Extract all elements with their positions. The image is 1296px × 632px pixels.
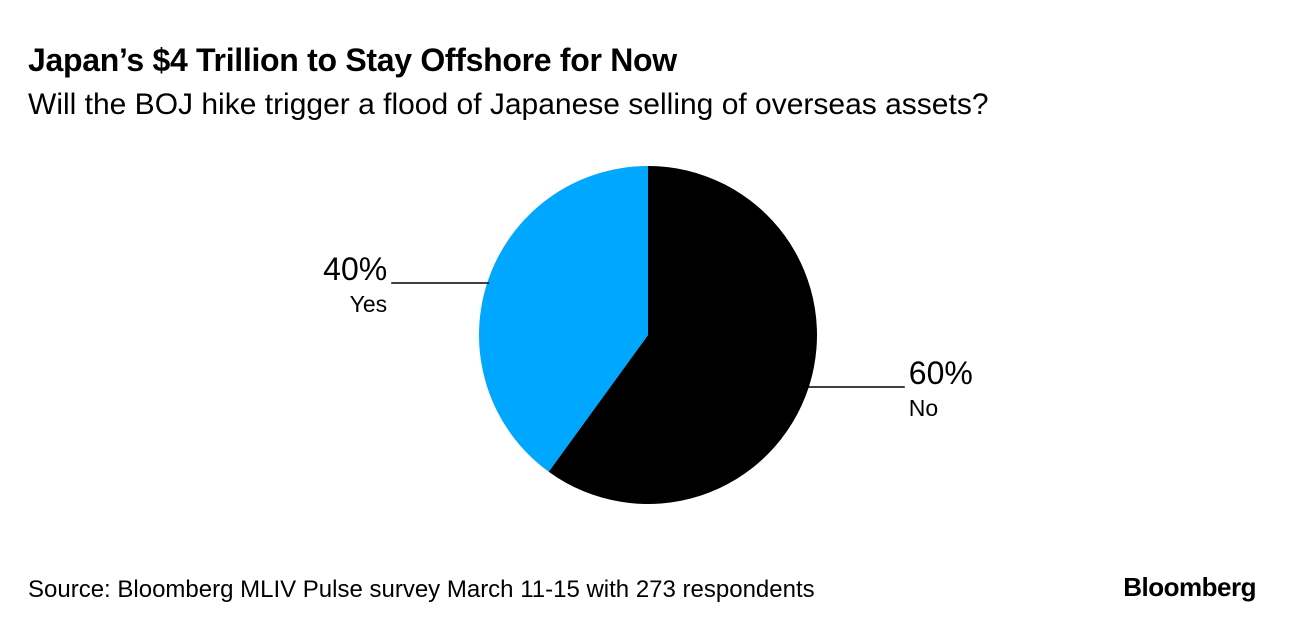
- slice-value-label-no: 60%: [909, 355, 973, 391]
- pie-slices: [479, 166, 818, 505]
- bloomberg-logo: Bloomberg: [1123, 572, 1256, 602]
- source-note: Source: Bloomberg MLIV Pulse survey Marc…: [28, 576, 815, 603]
- pie-slice-yes: [479, 166, 648, 472]
- pie-slice-no: [548, 166, 818, 505]
- slice-category-label-yes: Yes: [350, 291, 388, 317]
- chart-subtitle: Will the BOJ hike trigger a flood of Jap…: [28, 88, 989, 121]
- chart-title: Japan’s $4 Trillion to Stay Offshore for…: [28, 42, 677, 78]
- slice-value-label-yes: 40%: [323, 251, 387, 287]
- pie-labels: 60% No 40% Yes: [323, 251, 973, 421]
- slice-category-label-no: No: [909, 395, 938, 421]
